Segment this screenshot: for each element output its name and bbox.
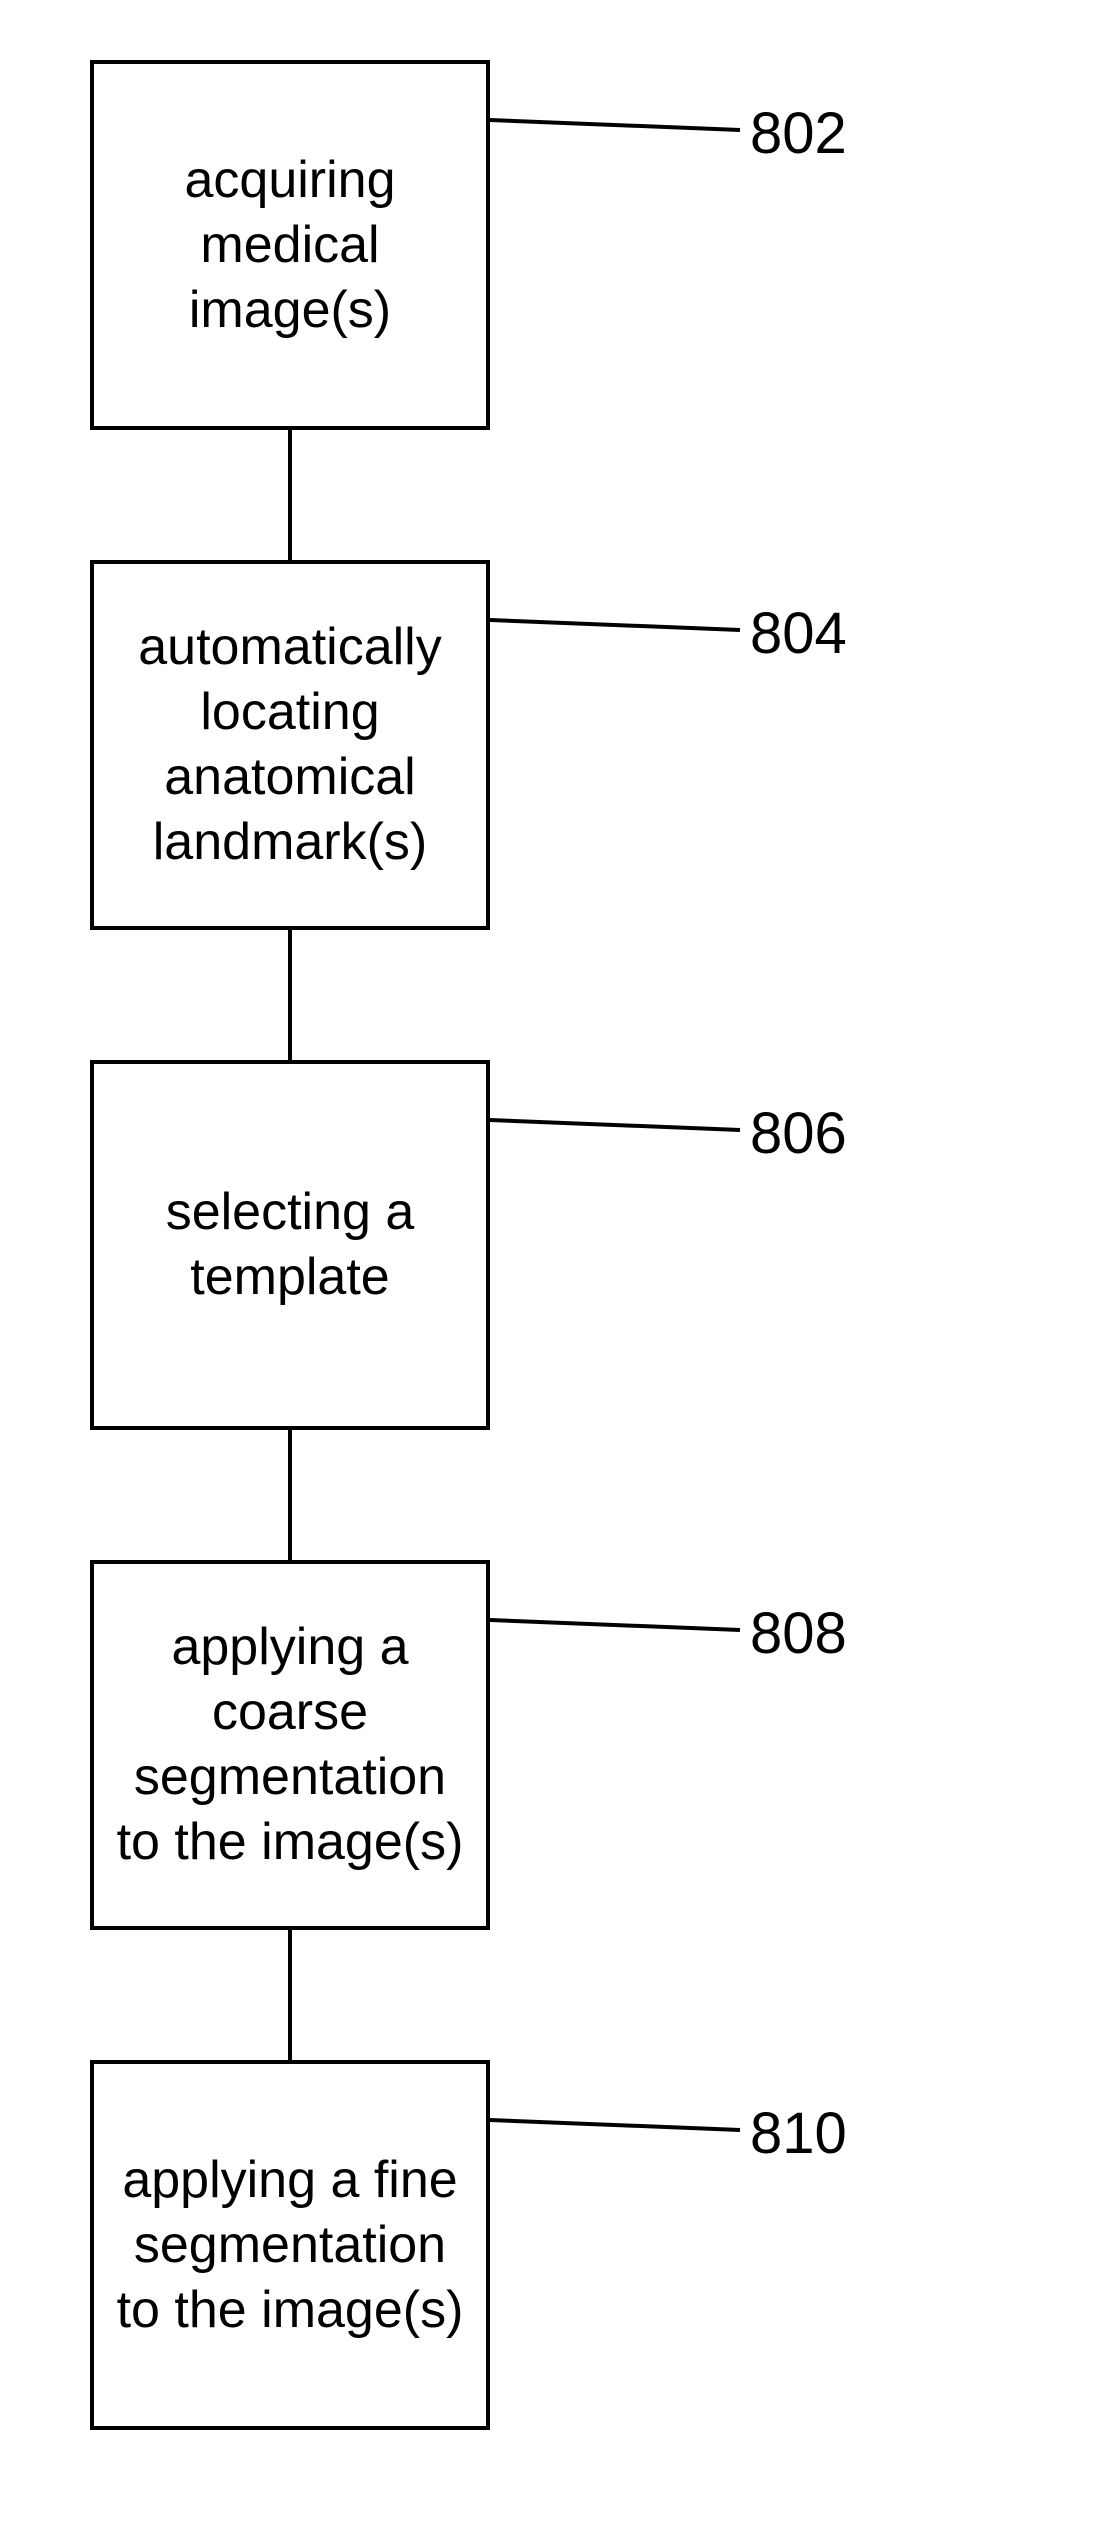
flowchart-box-806: selecting a template: [90, 1060, 490, 1430]
connector-802-804: [288, 430, 292, 560]
leader-line-810: [490, 2115, 750, 2140]
box-text-804: automatically locating anatomical landma…: [114, 615, 466, 875]
flowchart-box-804: automatically locating anatomical landma…: [90, 560, 490, 930]
leader-line-802: [490, 115, 750, 140]
leader-line-808: [490, 1615, 750, 1640]
box-text-808: applying a coarse segmentation to the im…: [114, 1615, 466, 1875]
flowchart-box-808: applying a coarse segmentation to the im…: [90, 1560, 490, 1930]
flowchart-container: acquiring medical image(s) 802 automatic…: [0, 0, 1117, 2538]
connector-804-806: [288, 930, 292, 1060]
box-label-806: 806: [750, 1100, 847, 1167]
box-label-804: 804: [750, 600, 847, 667]
flowchart-box-802: acquiring medical image(s): [90, 60, 490, 430]
box-text-802: acquiring medical image(s): [114, 148, 466, 343]
box-label-808: 808: [750, 1600, 847, 1667]
box-label-802: 802: [750, 100, 847, 167]
leader-line-806: [490, 1115, 750, 1140]
box-label-810: 810: [750, 2100, 847, 2167]
leader-line-804: [490, 615, 750, 640]
connector-808-810: [288, 1930, 292, 2060]
box-text-810: applying a fine segmentation to the imag…: [114, 2148, 466, 2343]
connector-806-808: [288, 1430, 292, 1560]
box-text-806: selecting a template: [114, 1180, 466, 1310]
flowchart-box-810: applying a fine segmentation to the imag…: [90, 2060, 490, 2430]
